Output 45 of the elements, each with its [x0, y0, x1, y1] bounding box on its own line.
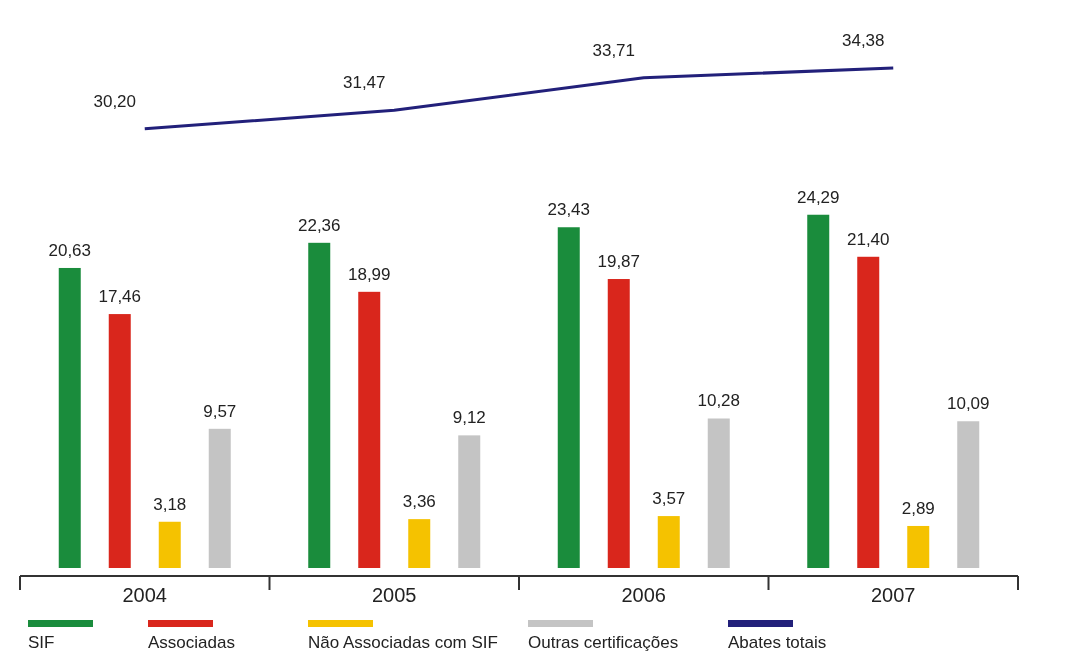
bar: [907, 525, 930, 568]
x-tick-label: 2006: [621, 584, 666, 606]
data-label: 3,18: [153, 494, 187, 514]
data-label: 34,38: [841, 31, 885, 50]
bar: [707, 418, 730, 568]
bar: [208, 428, 231, 568]
x-tick-label: 2004: [122, 584, 167, 606]
bar: [807, 214, 830, 568]
data-label: 3,36: [402, 492, 436, 512]
data-label: 10,28: [697, 391, 741, 411]
data-label: 17,46: [98, 287, 142, 307]
bar: [158, 521, 181, 568]
bar: [957, 421, 980, 568]
legend-label: Outras certificações: [528, 633, 679, 652]
data-label: 20,63: [48, 240, 92, 260]
bar: [607, 279, 630, 568]
data-label: 23,43: [547, 200, 591, 220]
x-tick-label: 2007: [871, 584, 916, 606]
bar: [857, 256, 880, 568]
data-label: 10,09: [946, 394, 990, 414]
data-label: 21,40: [846, 229, 890, 249]
data-label: 22,36: [297, 215, 341, 235]
data-label: 2,89: [901, 498, 935, 518]
legend-label: Não Associadas com SIF: [308, 633, 498, 652]
bar: [657, 516, 680, 568]
bar: [557, 227, 580, 568]
bar: [58, 267, 81, 568]
bar: [108, 314, 131, 568]
data-label: 9,12: [452, 408, 486, 428]
legend-label: SIF: [28, 633, 55, 652]
data-label: 3,57: [652, 489, 686, 509]
bar: [408, 519, 431, 568]
data-label: 24,29: [796, 187, 840, 207]
data-label: 19,87: [597, 252, 641, 272]
legend-label: Associadas: [148, 633, 235, 652]
x-tick-label: 2005: [372, 584, 417, 606]
data-label: 9,57: [203, 401, 237, 421]
bar: [458, 435, 481, 568]
legend-label: Abates totais: [728, 633, 827, 652]
data-label: 18,99: [347, 264, 391, 284]
data-label: 31,47: [342, 73, 386, 93]
bar: [358, 291, 381, 568]
data-label: 30,20: [93, 91, 137, 111]
bar: [308, 242, 331, 568]
data-label: 33,71: [592, 40, 636, 60]
